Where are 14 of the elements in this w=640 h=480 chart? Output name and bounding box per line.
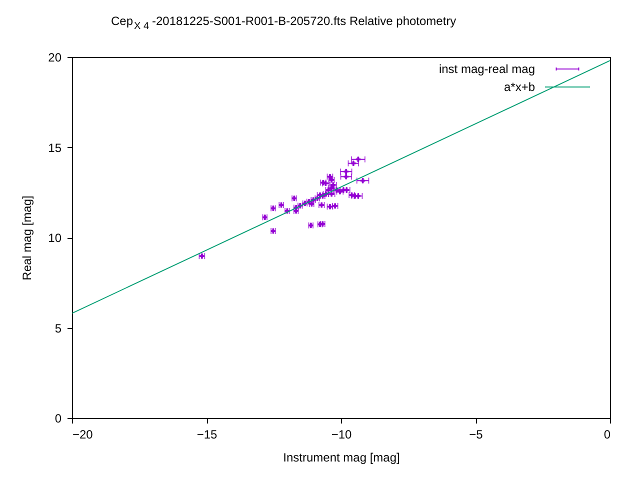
y-tick-label: 10 [48,231,62,245]
y-tick-label: 15 [48,140,62,155]
x-tick-label: −20 [72,428,94,442]
x-tick-label: −15 [196,428,218,442]
y-tick-label: 20 [48,50,62,64]
y-tick-label: 0 [54,412,62,426]
legend-label: a*x+b [504,80,536,94]
x-axis-title: Instrument mag [mag] [283,450,400,464]
x-tick-label: −10 [331,428,352,442]
y-axis-title: Real mag [mag] [20,196,34,280]
x-tick-label: 0 [604,428,611,442]
x-tick-label: −5 [469,428,484,442]
legend-label: inst mag-real mag [438,62,535,76]
y-tick-label: 5 [54,321,62,336]
